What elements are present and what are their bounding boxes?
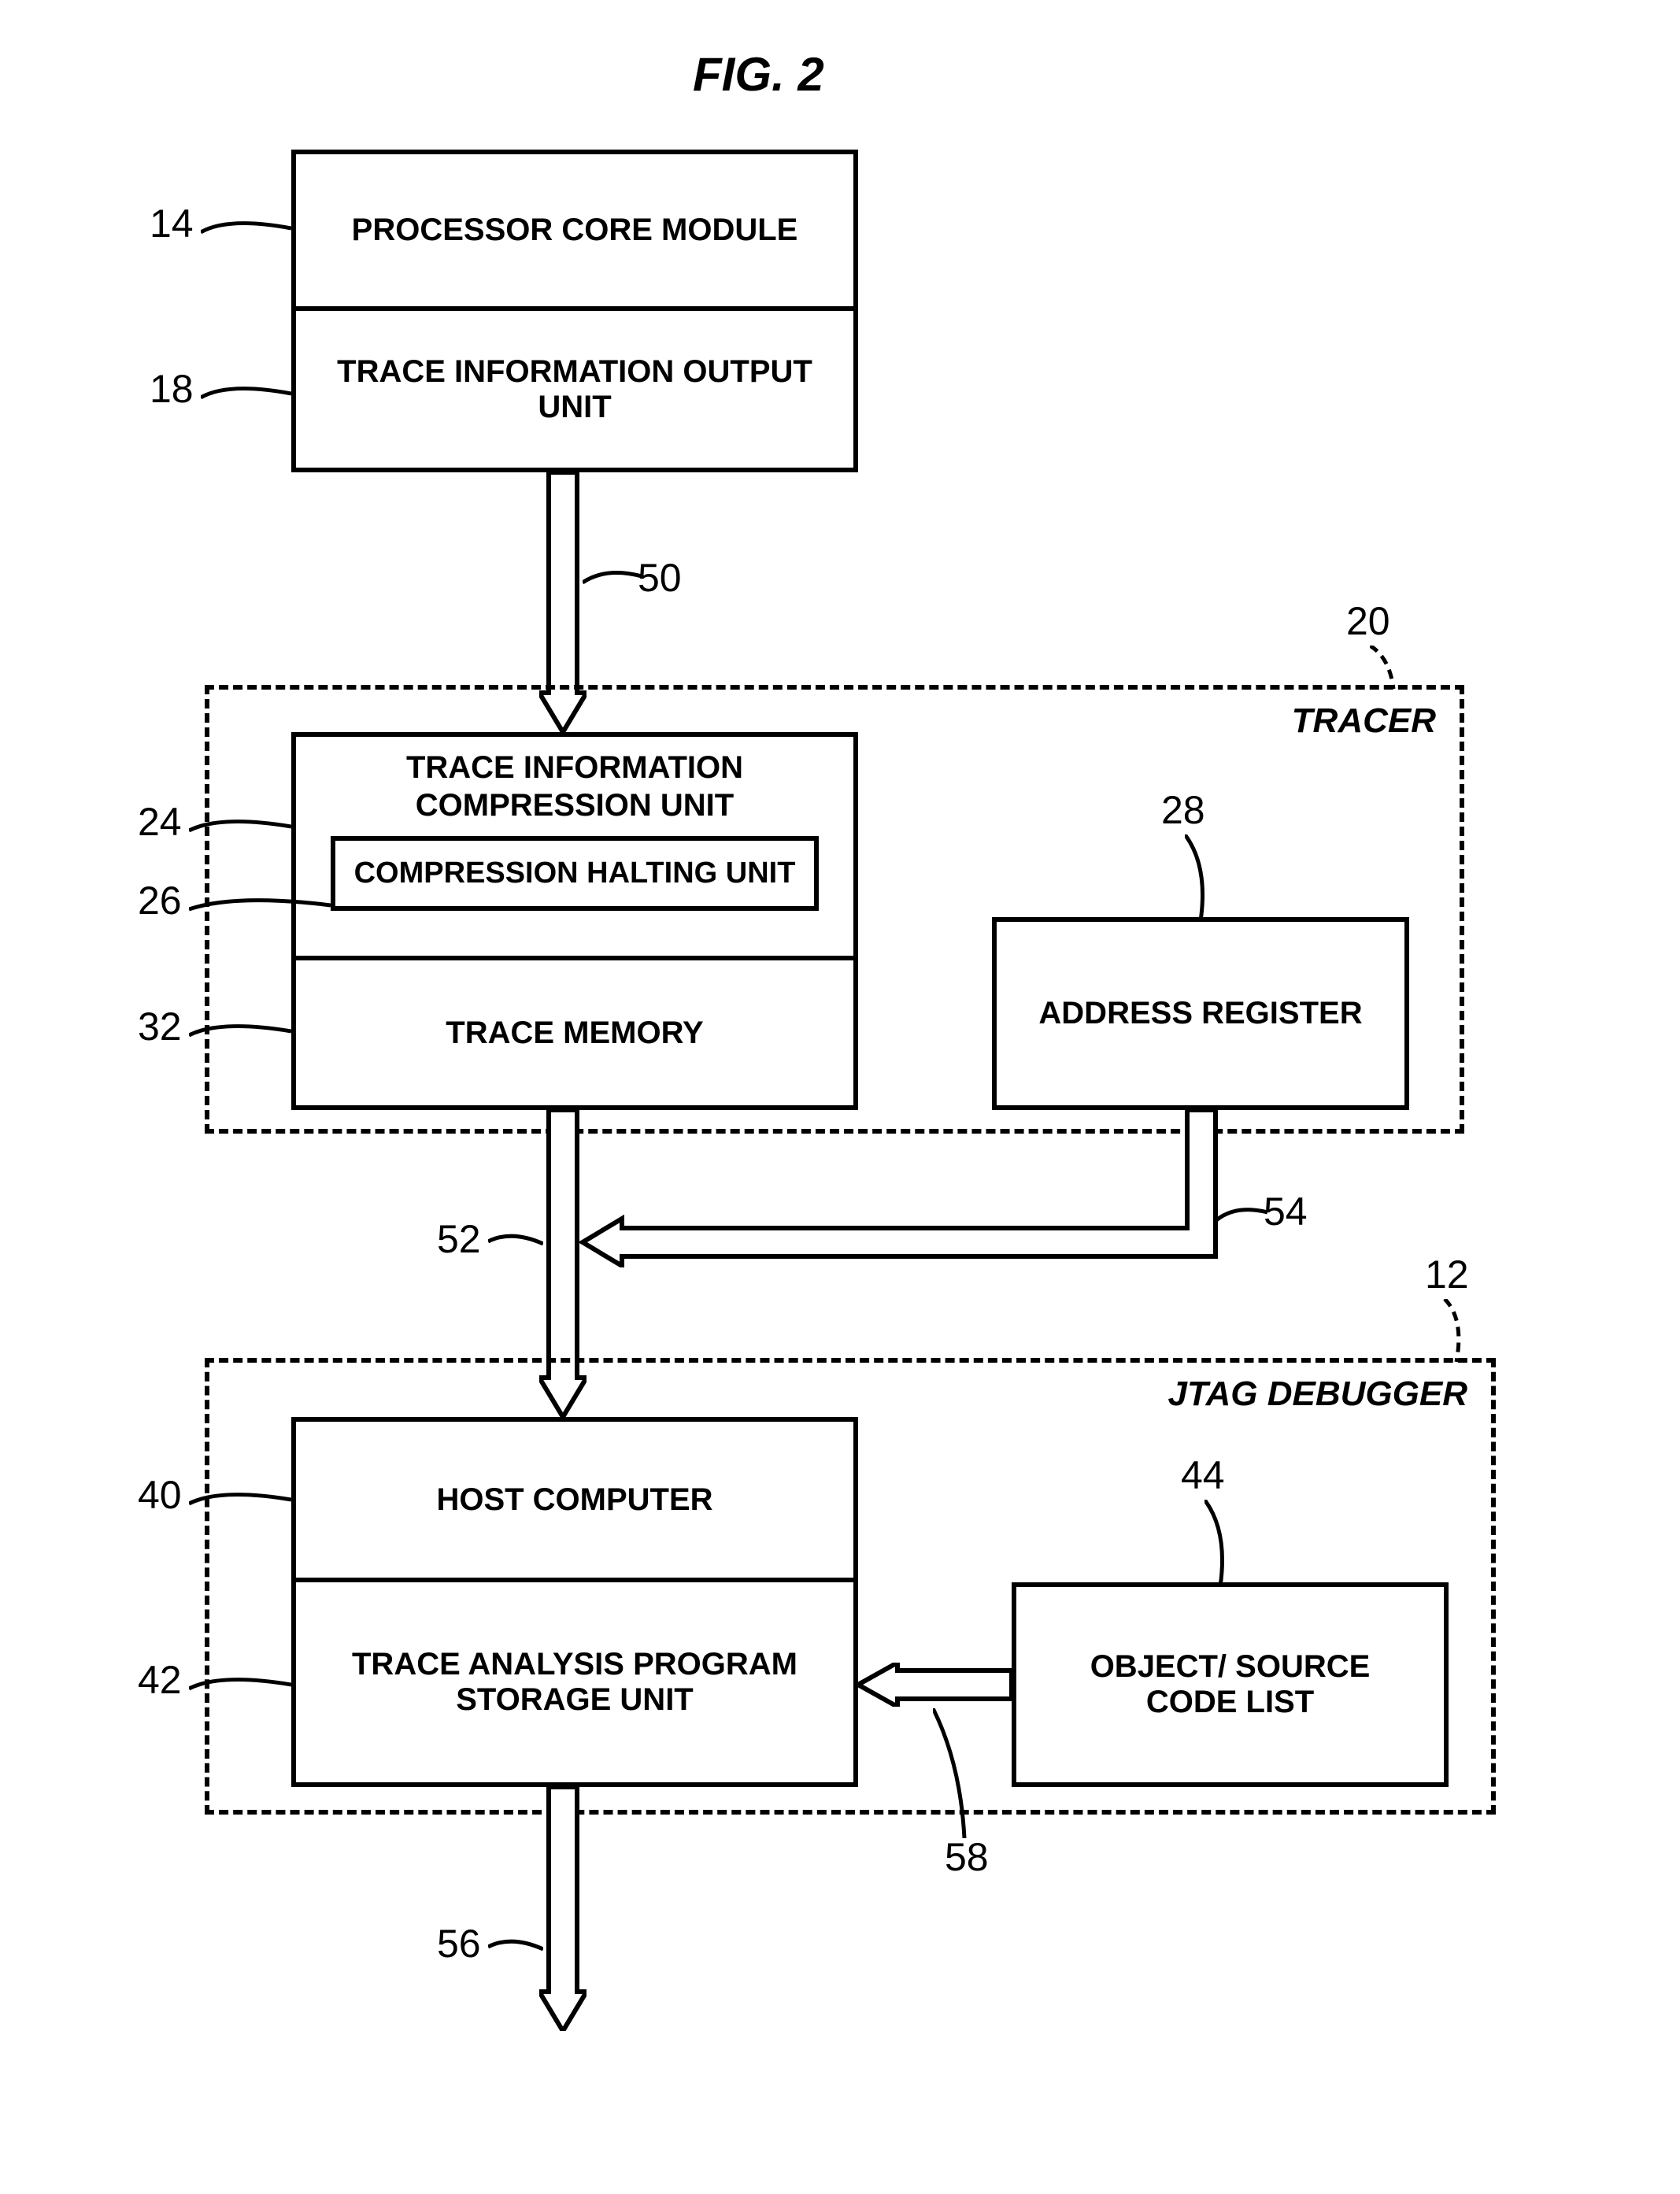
trace-analysis-box: TRACE ANALYSIS PROGRAM STORAGE UNIT bbox=[291, 1582, 858, 1787]
ref-28: 28 bbox=[1161, 787, 1205, 833]
lead-50 bbox=[583, 567, 642, 598]
trace-analysis-label: TRACE ANALYSIS PROGRAM STORAGE UNIT bbox=[320, 1647, 830, 1718]
ref-50: 50 bbox=[638, 555, 682, 601]
address-register-box: ADDRESS REGISTER bbox=[992, 917, 1409, 1110]
address-register-label: ADDRESS REGISTER bbox=[1038, 996, 1362, 1031]
lead-56 bbox=[488, 1935, 543, 1966]
processor-core-box: PROCESSOR CORE MODULE bbox=[291, 150, 858, 311]
ref-58: 58 bbox=[945, 1834, 989, 1880]
lead-24 bbox=[189, 815, 291, 846]
ref-54: 54 bbox=[1264, 1189, 1308, 1234]
trace-compression-box: TRACE INFORMATION COMPRESSION UNIT COMPR… bbox=[291, 732, 858, 960]
lead-26 bbox=[189, 894, 331, 925]
ref-52: 52 bbox=[437, 1216, 481, 1262]
trace-output-box: TRACE INFORMATION OUTPUT UNIT bbox=[291, 311, 858, 472]
host-computer-box: HOST COMPUTER bbox=[291, 1417, 858, 1582]
lead-54 bbox=[1216, 1204, 1267, 1236]
lead-18 bbox=[201, 382, 291, 413]
compression-halting-box: COMPRESSION HALTING UNIT bbox=[331, 836, 819, 911]
ref-14: 14 bbox=[150, 201, 194, 246]
arrow-54 bbox=[575, 1110, 1228, 1267]
ref-32: 32 bbox=[138, 1004, 182, 1049]
lead-52 bbox=[488, 1230, 543, 1261]
lead-44 bbox=[1204, 1500, 1244, 1586]
tracer-label: TRACER bbox=[1292, 701, 1436, 741]
lead-14 bbox=[201, 216, 291, 248]
lead-40 bbox=[189, 1488, 291, 1519]
object-source-label: OBJECT/ SOURCE CODE LIST bbox=[1048, 1649, 1412, 1720]
trace-memory-box: TRACE MEMORY bbox=[291, 960, 858, 1110]
lead-58 bbox=[933, 1708, 980, 1838]
lead-32 bbox=[189, 1019, 291, 1051]
ref-12: 12 bbox=[1425, 1252, 1469, 1297]
ref-42: 42 bbox=[138, 1657, 182, 1703]
lead-42 bbox=[189, 1673, 291, 1704]
ref-18: 18 bbox=[150, 366, 194, 412]
processor-core-label: PROCESSOR CORE MODULE bbox=[352, 213, 798, 248]
lead-20 bbox=[1370, 646, 1417, 689]
arrow-58 bbox=[858, 1663, 1012, 1707]
object-source-box: OBJECT/ SOURCE CODE LIST bbox=[1012, 1582, 1449, 1787]
figure-title: FIG. 2 bbox=[693, 47, 824, 102]
diagram-root: FIG. 2 PROCESSOR CORE MODULE 14 TRACE IN… bbox=[0, 0, 1680, 2194]
ref-24: 24 bbox=[138, 799, 182, 845]
ref-26: 26 bbox=[138, 878, 182, 923]
trace-memory-label: TRACE MEMORY bbox=[446, 1016, 703, 1051]
trace-compression-label: TRACE INFORMATION COMPRESSION UNIT bbox=[296, 749, 853, 824]
compression-halting-label: COMPRESSION HALTING UNIT bbox=[354, 857, 796, 890]
host-computer-label: HOST COMPUTER bbox=[436, 1482, 712, 1518]
ref-44: 44 bbox=[1181, 1452, 1225, 1498]
arrow-56 bbox=[539, 1787, 587, 2031]
ref-40: 40 bbox=[138, 1472, 182, 1518]
ref-20: 20 bbox=[1346, 598, 1390, 644]
lead-28 bbox=[1185, 834, 1224, 921]
lead-12 bbox=[1433, 1299, 1480, 1362]
ref-56: 56 bbox=[437, 1921, 481, 1966]
debugger-label: JTAG DEBUGGER bbox=[1167, 1374, 1467, 1414]
trace-output-label: TRACE INFORMATION OUTPUT UNIT bbox=[296, 354, 853, 425]
